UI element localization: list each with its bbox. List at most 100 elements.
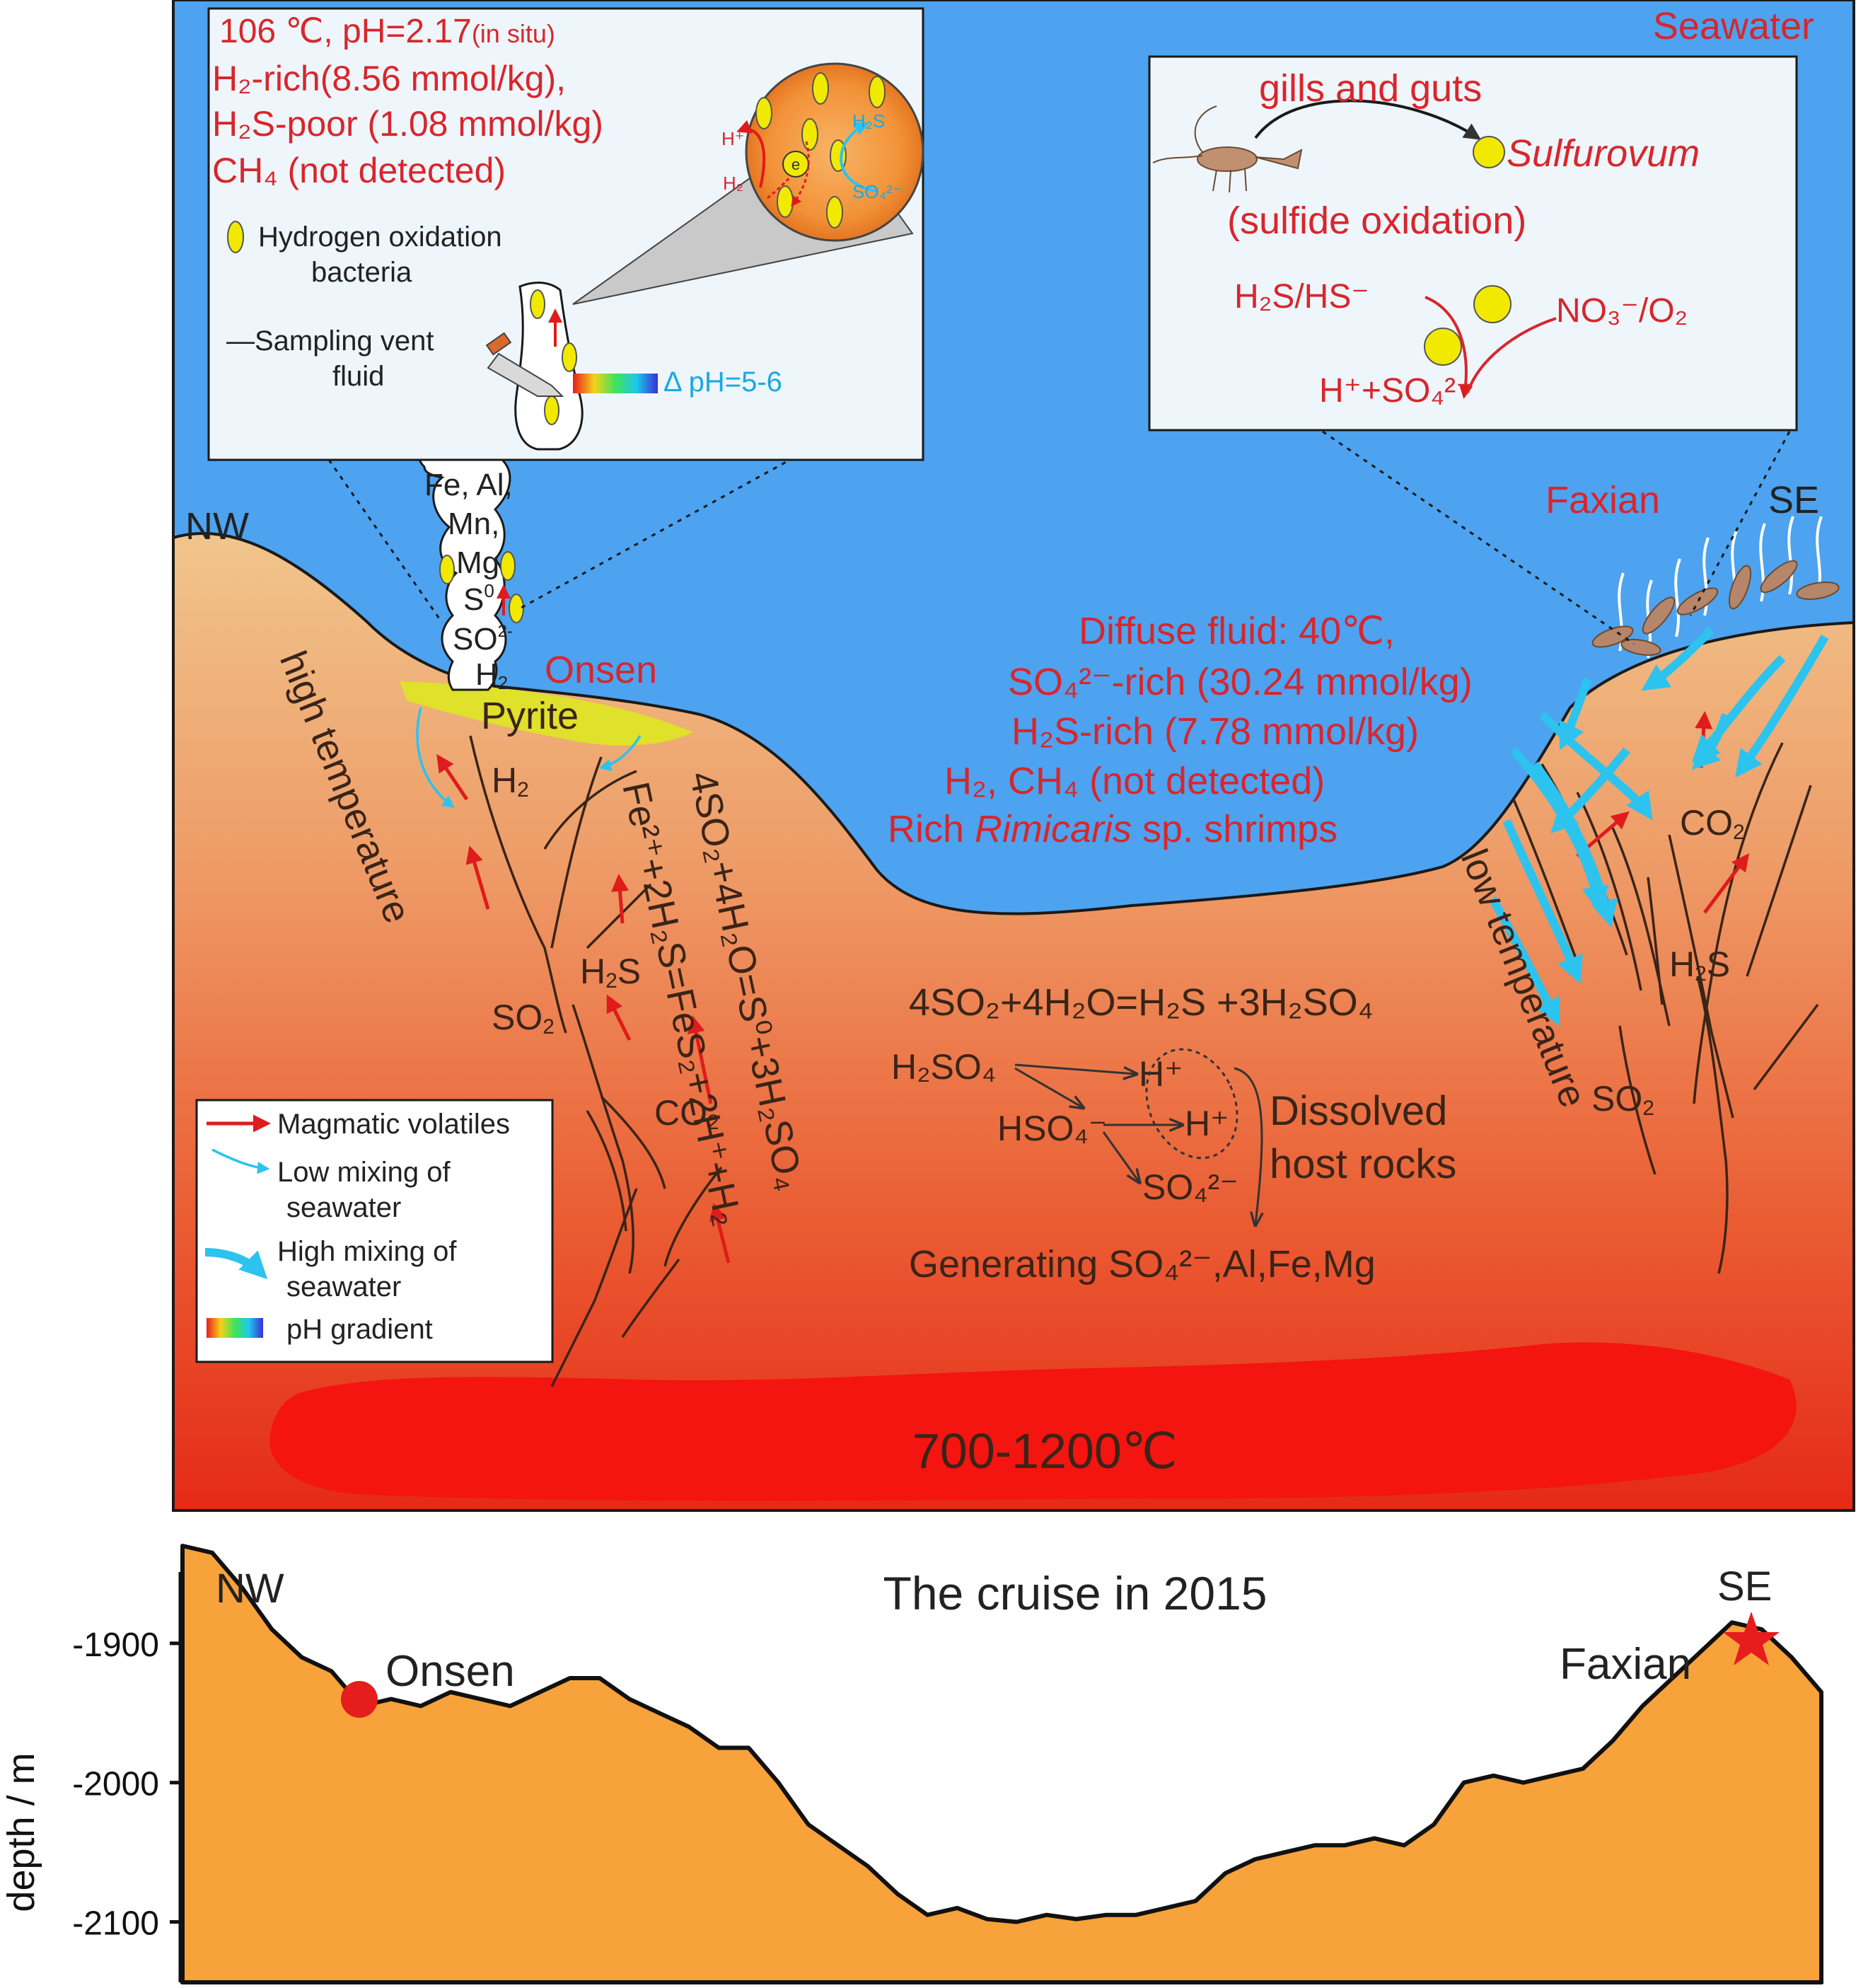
high-mixing-arrows xyxy=(1488,626,1829,1027)
onsen-site-marker xyxy=(341,1681,378,1718)
h2s-hs-label: H₂S/HS⁻ xyxy=(1234,278,1369,316)
svg-text:CO2: CO2 xyxy=(654,1093,719,1134)
chimney-h2: H xyxy=(475,657,498,692)
onsen-temp-ph: 106 ℃, pH=2.17 xyxy=(219,13,472,50)
onsen-in-situ: (in situ) xyxy=(472,19,555,48)
bacteria-icon xyxy=(439,555,455,584)
legend-high-mixing-2: seawater xyxy=(286,1271,401,1302)
gas-so2-se: SO xyxy=(1591,1079,1642,1119)
diffuse-line3: H₂S-rich (7.78 mmol/kg) xyxy=(1011,710,1419,753)
nw-label: NW xyxy=(185,505,249,548)
profile-tick-label: -2000 xyxy=(72,1766,159,1803)
bacteria-icon xyxy=(500,551,516,581)
svg-text:H2S: H2S xyxy=(1669,944,1730,986)
hso4-label: HSO₄⁻ xyxy=(997,1109,1107,1148)
shrimp-icon xyxy=(1620,639,1661,656)
cell-so4-label: SO₄²⁻ xyxy=(852,181,903,202)
shrimp-icon xyxy=(1642,596,1676,635)
diffuse-line1: Diffuse fluid: 40℃, xyxy=(1079,610,1395,652)
pyrite-label: Pyrite xyxy=(481,695,579,737)
chimney-so4-sup: 2- xyxy=(498,622,513,641)
shrimp-colony xyxy=(1591,516,1840,659)
legend: Magmatic volatiles Low mixing of seawate… xyxy=(195,1099,554,1363)
chimney-s: S xyxy=(463,582,484,617)
gas-h2: H xyxy=(492,761,517,800)
sampling-label-2: fluid xyxy=(332,361,384,392)
dissolution-loop xyxy=(1145,1048,1238,1160)
gas-h2s-se: H xyxy=(1669,944,1695,984)
profile-y-ticks: -1900 -2000 -2100 xyxy=(72,1626,180,1943)
se-label: SE xyxy=(1768,479,1819,521)
sulfurovum-icon xyxy=(1473,136,1505,168)
shrimp-icon xyxy=(1152,105,1303,193)
zoom-lines xyxy=(327,430,1791,645)
h-plus-label-2: H⁺ xyxy=(1185,1104,1229,1143)
shrimp-icon xyxy=(1796,581,1840,601)
dissolved-label-2: host rocks xyxy=(1270,1141,1456,1187)
svg-text:H2: H2 xyxy=(475,657,508,693)
section-border xyxy=(172,0,1855,1512)
electron-label: e xyxy=(791,156,800,173)
chimney-mn: Mn, xyxy=(448,507,499,541)
sulfurovum-label: Sulfurovum xyxy=(1507,132,1700,175)
diffuse-line5c: sp. shrimps xyxy=(1132,808,1338,850)
faxian-site-star xyxy=(1723,1612,1780,1665)
shrimp-icon xyxy=(1760,560,1798,594)
legend-thin-cyan-arrow xyxy=(211,1148,270,1174)
svg-text:S0: S0 xyxy=(463,580,494,617)
profile-y-axis-label: depth / m xyxy=(0,1752,42,1912)
fractures-nw xyxy=(469,735,723,1387)
shrimp-icon xyxy=(1676,587,1719,616)
diffuse-line5a: Rich xyxy=(888,808,975,850)
legend-magmatic: Magmatic volatiles xyxy=(277,1109,510,1140)
h2so4-label: H₂SO₄ xyxy=(891,1047,996,1087)
ph-gradient-bar xyxy=(573,374,658,393)
legend-low-mixing-1: Low mixing of xyxy=(277,1157,451,1188)
svg-text:Rich Rimicaris sp. shrimps: Rich Rimicaris sp. shrimps xyxy=(888,808,1338,850)
sampling-label-1: —Sampling vent xyxy=(226,325,434,357)
cell-hplus-label: H⁺ xyxy=(721,128,745,149)
onsen-label: Onsen xyxy=(545,649,657,691)
svg-text:SO2-: SO2- xyxy=(453,622,513,657)
profile-onsen-label: Onsen xyxy=(385,1647,515,1696)
cell-h2-label: H₂ xyxy=(723,173,743,194)
profile-tick-label: -2100 xyxy=(72,1905,159,1943)
low-mixing-arrows xyxy=(416,707,642,809)
svg-text:H2S: H2S xyxy=(580,952,641,993)
ph-delta-label: Δ pH=5-6 xyxy=(663,366,782,398)
faxian-label: Faxian xyxy=(1545,479,1660,521)
svg-text:SO2: SO2 xyxy=(492,998,555,1039)
profile-se-label: SE xyxy=(1717,1564,1772,1610)
sulfide-oxidation-label: (sulfide oxidation) xyxy=(1227,200,1526,242)
svg-text:106 ℃, pH=2.17(in situ): 106 ℃, pH=2.17(in situ) xyxy=(219,13,555,50)
faxian-inset-box: gills and guts Sulfurovum (sulfide oxida… xyxy=(1148,55,1798,432)
generating-label: Generating SO₄²⁻,Al,Fe,Mg xyxy=(909,1243,1376,1285)
magma-chamber xyxy=(269,1342,1797,1501)
onsen-h2s-poor: H₂S-poor (1.08 mmol/kg) xyxy=(212,104,603,144)
legend-thick-cyan-arrow xyxy=(204,1248,268,1280)
gas-co2-se: CO xyxy=(1680,803,1733,843)
profile-tick-label: -1900 xyxy=(72,1626,159,1664)
chimney-so4: SO xyxy=(453,622,498,657)
seawater-label: Seawater xyxy=(1653,5,1814,47)
bacteria-label-2: bacteria xyxy=(311,257,412,288)
so4-label: SO₄²⁻ xyxy=(1142,1167,1238,1207)
legend-ph-gradient xyxy=(207,1318,263,1338)
dissolved-label-1: Dissolved xyxy=(1270,1088,1447,1134)
diffuse-line2: SO₄²⁻-rich (30.24 mmol/kg) xyxy=(1008,661,1473,703)
pyrite-layer xyxy=(400,681,693,746)
profile-faxian-label: Faxian xyxy=(1560,1640,1691,1689)
chimney-mg: Mg xyxy=(456,545,499,580)
profile-nw-label: NW xyxy=(216,1566,284,1612)
depth-profile-area xyxy=(180,1544,1823,1984)
onsen-ch4: CH₄ (not detected) xyxy=(212,151,506,190)
profile-title: The cruise in 2015 xyxy=(883,1567,1267,1619)
sampler-icon xyxy=(485,332,564,397)
no3-o2-label: NO₃⁻/O₂ xyxy=(1556,292,1688,330)
electron-icon xyxy=(782,151,809,178)
gills-label: gills and guts xyxy=(1259,67,1482,110)
magmatic-volatile-arrows xyxy=(436,711,1749,1264)
shrimp-icon xyxy=(1591,625,1634,648)
svg-text:SO2: SO2 xyxy=(1591,1079,1654,1120)
